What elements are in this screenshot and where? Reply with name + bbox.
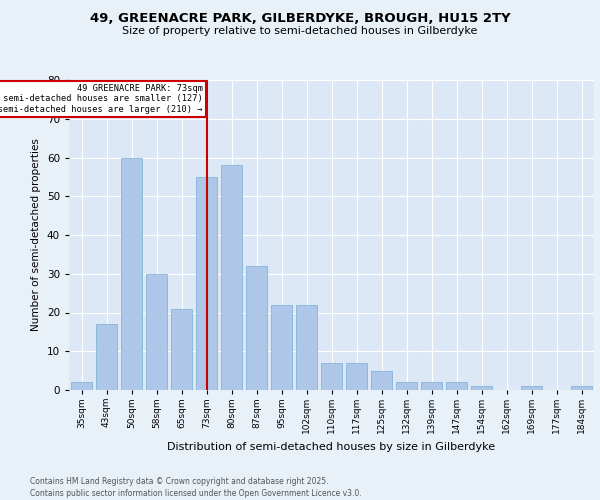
- Bar: [146, 274, 167, 390]
- Bar: [196, 177, 217, 390]
- X-axis label: Distribution of semi-detached houses by size in Gilberdyke: Distribution of semi-detached houses by …: [167, 442, 496, 452]
- Bar: [246, 266, 267, 390]
- Bar: [421, 382, 442, 390]
- Bar: [371, 370, 392, 390]
- Y-axis label: Number of semi-detached properties: Number of semi-detached properties: [31, 138, 41, 332]
- Bar: [396, 382, 417, 390]
- Bar: [271, 304, 292, 390]
- Bar: [96, 324, 117, 390]
- Text: Contains HM Land Registry data © Crown copyright and database right 2025.: Contains HM Land Registry data © Crown c…: [30, 478, 329, 486]
- Bar: [471, 386, 492, 390]
- Bar: [321, 363, 342, 390]
- Text: 49, GREENACRE PARK, GILBERDYKE, BROUGH, HU15 2TY: 49, GREENACRE PARK, GILBERDYKE, BROUGH, …: [89, 12, 511, 26]
- Text: Contains public sector information licensed under the Open Government Licence v3: Contains public sector information licen…: [30, 489, 362, 498]
- Bar: [296, 304, 317, 390]
- Text: 49 GREENACRE PARK: 73sqm
← 37% of semi-detached houses are smaller (127)
62% of : 49 GREENACRE PARK: 73sqm ← 37% of semi-d…: [0, 84, 203, 114]
- Bar: [446, 382, 467, 390]
- Bar: [221, 165, 242, 390]
- Bar: [521, 386, 542, 390]
- Bar: [121, 158, 142, 390]
- Bar: [171, 308, 192, 390]
- Text: Size of property relative to semi-detached houses in Gilberdyke: Size of property relative to semi-detach…: [122, 26, 478, 36]
- Bar: [571, 386, 592, 390]
- Bar: [71, 382, 92, 390]
- Bar: [346, 363, 367, 390]
